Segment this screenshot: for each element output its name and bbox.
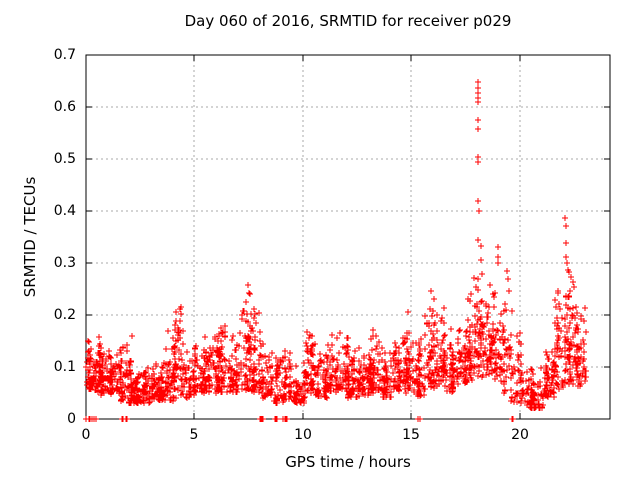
x-axis-label: GPS time / hours: [285, 453, 411, 471]
y-tick-label: 0.7: [53, 47, 76, 63]
chart-title: Day 060 of 2016, SRMTID for receiver p02…: [184, 12, 512, 30]
plot-border: [85, 54, 611, 420]
y-tick-label: 0.3: [53, 255, 76, 271]
x-tick-label: 10: [294, 427, 312, 443]
y-tick-label: 0.5: [53, 151, 76, 167]
scatter-points: [83, 79, 589, 422]
y-tick-label: 0.6: [53, 99, 76, 115]
y-axis-label: SRMTID / TECUs: [21, 176, 39, 298]
y-tick-label: 0.1: [53, 359, 76, 375]
y-tick-label: 0.2: [53, 307, 76, 323]
x-tick-label: 5: [189, 427, 199, 443]
x-tick-label: 15: [402, 427, 420, 443]
x-tick-label: 20: [511, 427, 529, 443]
y-tick-label: 0.4: [53, 203, 76, 219]
x-tick-label: 0: [81, 427, 91, 443]
y-tick-label: 0: [67, 411, 76, 427]
